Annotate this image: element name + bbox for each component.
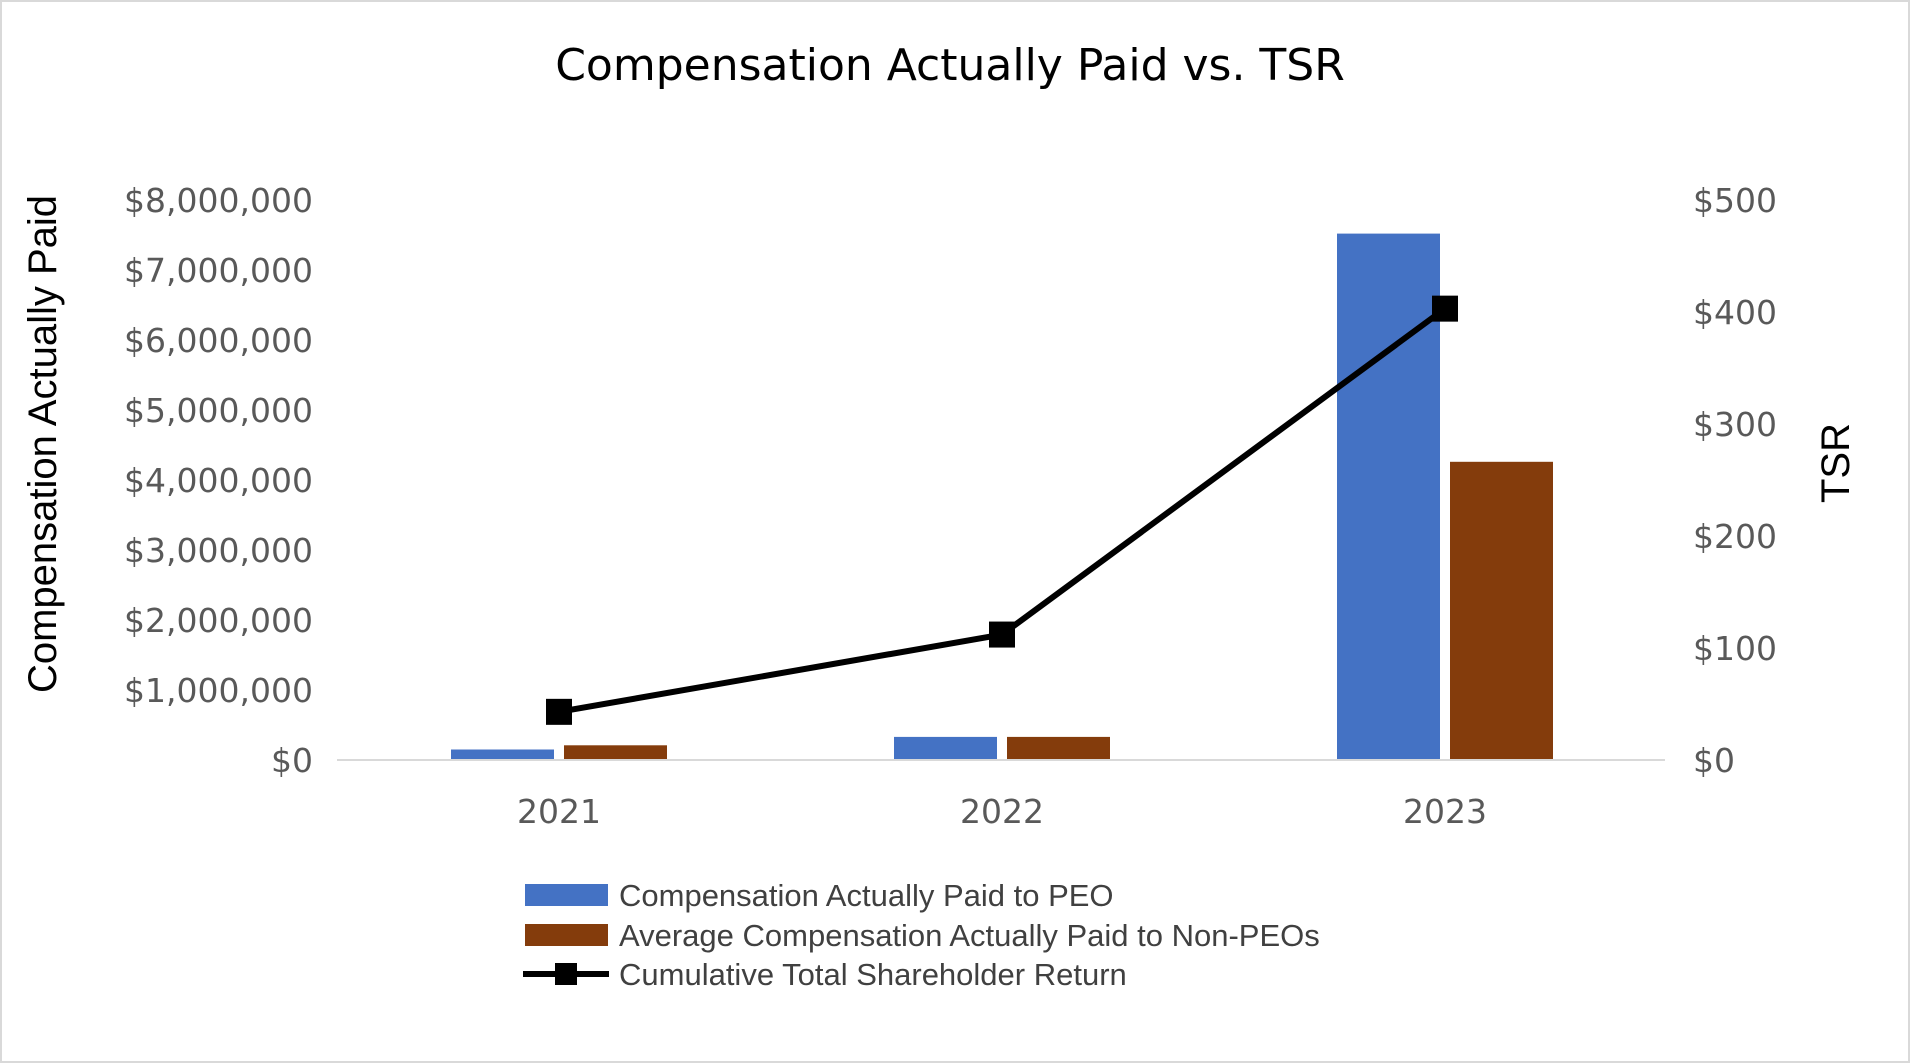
y-tick-label: $7,000,000: [124, 251, 313, 290]
tsr-line: [558, 306, 1447, 715]
y2-tick-label: $100: [1693, 629, 1777, 668]
bar-non-peo-2021: [564, 745, 667, 760]
y-tick-label: $0: [271, 741, 313, 780]
y2-tick-label: $0: [1693, 741, 1735, 780]
legend-label-1: Average Compensation Actually Paid to No…: [619, 918, 1320, 953]
y-tick-label: $3,000,000: [124, 531, 313, 570]
y-tick-label: $1,000,000: [124, 671, 313, 710]
legend-swatch-1: [525, 924, 608, 946]
legend: Compensation Actually Paid to PEO Average…: [523, 878, 1320, 992]
tsr-line-group: [546, 295, 1458, 725]
y-tick-label: $2,000,000: [124, 601, 313, 640]
tsr-marker-2022: [989, 621, 1015, 648]
bar-peo-2021: [451, 749, 554, 760]
y2-tick-label: $500: [1693, 181, 1777, 220]
tsr-marker-2023: [1432, 295, 1458, 322]
legend-marker-swatch: [555, 963, 577, 985]
y2-tick-label: $200: [1693, 517, 1777, 556]
tsr-marker-2021: [546, 698, 572, 725]
bar-peo-2023: [1337, 233, 1440, 761]
y2-axis-label: TSR: [1814, 423, 1858, 503]
y-tick-label: $4,000,000: [124, 461, 313, 500]
y-tick-label: $5,000,000: [124, 391, 313, 430]
x-tick-label: 2023: [1403, 792, 1487, 831]
bar-peo-2022: [894, 736, 997, 760]
y2-tick-label: $400: [1693, 293, 1777, 332]
y-axis-label: Compensation Actually Paid: [21, 195, 65, 693]
bars-group: [451, 233, 1553, 761]
y2-tick-label: $300: [1693, 405, 1777, 444]
y-ticks-group: $0 $1,000,000 $2,000,000 $3,000,000 $4,000,0…: [124, 181, 313, 780]
bar-non-peo-2023: [1450, 461, 1553, 760]
x-tick-label: 2022: [960, 792, 1044, 831]
y2-ticks-group: $0 $100 $200 $300 $400 $500: [1693, 181, 1777, 780]
y-tick-label: $6,000,000: [124, 321, 313, 360]
x-tick-label: 2021: [517, 792, 601, 831]
bar-non-peo-2022: [1007, 736, 1110, 760]
legend-label-0: Compensation Actually Paid to PEO: [619, 878, 1114, 913]
x-ticks-group: 2021 2022 2023: [517, 792, 1487, 831]
legend-swatch-0: [525, 884, 608, 906]
y-tick-label: $8,000,000: [124, 181, 313, 220]
chart-title: Compensation Actually Paid vs. TSR: [555, 40, 1345, 91]
legend-label-2: Cumulative Total Shareholder Return: [619, 957, 1127, 992]
